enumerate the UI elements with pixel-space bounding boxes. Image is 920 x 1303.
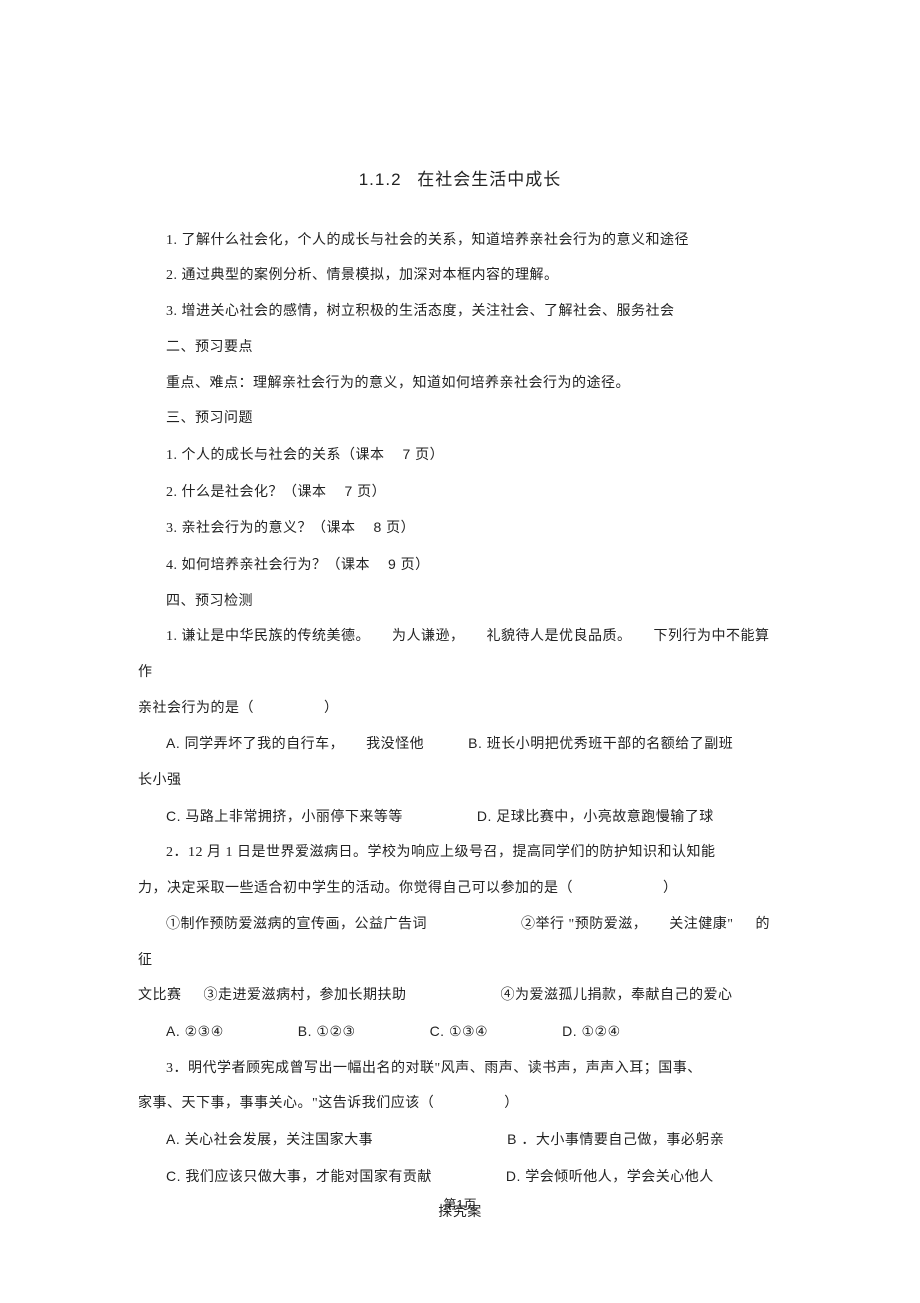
t2-d: D. ①②④: [562, 1023, 621, 1039]
footer-prefix: 第: [443, 1197, 456, 1212]
t2-l2a: 力，决定采取一些适合初中学生的活动。你觉得自己可以参加的是（: [138, 881, 573, 896]
t2-o3a: 文比赛: [138, 988, 182, 1003]
test-q1-option-b2: 长小强: [138, 763, 782, 799]
section-2-heading: 二、预习要点: [138, 330, 782, 366]
t3-l2a: 家事、天下事，事事关心。"这告诉我们应该（: [138, 1096, 434, 1111]
q3-text: 3. 亲社会行为的意义？（课本: [166, 521, 356, 536]
section-3-heading: 三、预习问题: [138, 401, 782, 437]
preview-q4: 4. 如何培养亲社会行为？（课本 9 页）: [138, 547, 782, 584]
t1-opt-d: D. 足球比赛中，小亮故意跑慢输了球: [477, 808, 714, 824]
t2-o3b: ③走进爱滋病村，参加长期扶助: [204, 988, 407, 1003]
t2-b: B. ①②③: [298, 1023, 356, 1039]
goal-1: 1. 了解什么社会化，个人的成长与社会的关系，知道培养亲社会行为的意义和途径: [138, 223, 782, 259]
test-q2-line1: 2．12 月 1 日是世界爱滋病日。学校为响应上级号召，提高同学们的防护知识和认…: [138, 835, 782, 871]
preview-q1: 1. 个人的成长与社会的关系（课本 7 页）: [138, 437, 782, 474]
t3-a: A. 关心社会发展，关注国家大事: [166, 1131, 373, 1147]
q1-text: 1. 个人的成长与社会的关系（课本: [166, 448, 385, 463]
t2-c: C. ①③④: [430, 1023, 489, 1039]
t2-a: A. ②③④: [166, 1023, 224, 1039]
t1-l1b: 为人谦逊，: [392, 629, 465, 644]
q1-page: 7 页）: [403, 446, 445, 462]
goal-2: 2. 通过典型的案例分析、情景模拟，加深对本框内容的理解。: [138, 258, 782, 294]
test-q1-option-cd: C. 马路上非常拥挤，小丽停下来等等 D. 足球比赛中，小亮故意跑慢输了球: [138, 799, 782, 836]
title-number: 1.1.2: [359, 170, 402, 189]
section-4-heading: 四、预习检测: [138, 584, 782, 620]
test-q2-line2: 力，决定采取一些适合初中学生的活动。你觉得自己可以参加的是（ ）: [138, 871, 782, 907]
goal-3: 3. 增进关心社会的感情，树立积极的生活态度，关注社会、了解社会、服务社会: [138, 294, 782, 330]
document-title: 1.1.2 在社会生活中成长: [138, 160, 782, 201]
t1-opt-c: C. 马路上非常拥挤，小丽停下来等等: [166, 808, 403, 824]
q2-page: 7 页）: [345, 483, 387, 499]
test-q3-line1: 3．明代学者顾宪成曾写出一幅出名的对联"风声、雨声、读书声，声声入耳；国事、: [138, 1051, 782, 1087]
q2-text: 2. 什么是社会化？（课本: [166, 485, 327, 500]
test-q2-choices: A. ②③④ B. ①②③ C. ①③④ D. ①②④: [138, 1014, 782, 1051]
t2-l2b: ）: [663, 881, 678, 896]
t3-d: D. 学会倾听他人，学会关心他人: [506, 1168, 714, 1184]
t1-l1c: 礼貌待人是优良品质。: [487, 629, 632, 644]
test-q1-line1: 1. 谦让是中华民族的传统美德。 为人谦逊， 礼貌待人是优良品质。 下列行为中不…: [138, 619, 782, 690]
t3-l2b: ）: [504, 1096, 519, 1111]
t2-o2: ②举行 "预防爱滋，: [521, 917, 647, 932]
t3-b: B ．大小事情要自己做，事必躬亲: [507, 1131, 724, 1147]
t1-l1a: 1. 谦让是中华民族的传统美德。: [166, 629, 370, 644]
title-text: 在社会生活中成长: [417, 170, 561, 189]
t3-c: C. 我们应该只做大事，才能对国家有贡献: [166, 1168, 432, 1184]
t1-opt-a2: 我没怪他: [366, 737, 424, 752]
t1-opt-b: B. 班长小明把优秀班干部的名额给了副班: [468, 735, 733, 751]
footer-suffix: 页: [464, 1197, 477, 1212]
test-q3-option-cd: C. 我们应该只做大事，才能对国家有贡献 D. 学会倾听他人，学会关心他人: [138, 1159, 782, 1196]
preview-q3: 3. 亲社会行为的意义？（课本 8 页）: [138, 510, 782, 547]
q4-page: 9 页）: [388, 556, 430, 572]
test-q3-option-ab: A. 关心社会发展，关注国家大事 B ．大小事情要自己做，事必躬亲: [138, 1122, 782, 1159]
page-footer: 第1页: [0, 1194, 920, 1213]
t2-o1: ①制作预防爱滋病的宣传画，公益广告词: [166, 917, 427, 932]
footer-page-number: 1: [456, 1197, 463, 1212]
test-q1-line2: 亲社会行为的是（ ）: [138, 691, 782, 727]
test-q2-options12: ①制作预防爱滋病的宣传画，公益广告词 ②举行 "预防爱滋， 关注健康" 的 征: [138, 907, 782, 978]
test-q3-line2: 家事、天下事，事事关心。"这告诉我们应该（ ）: [138, 1086, 782, 1122]
preview-q2: 2. 什么是社会化？（课本 7 页）: [138, 474, 782, 511]
t1-l2b: ）: [324, 701, 339, 716]
t1-opt-a: A. 同学弄坏了我的自行车，: [166, 735, 344, 751]
page-body: 1.1.2 在社会生活中成长 1. 了解什么社会化，个人的成长与社会的关系，知道…: [0, 0, 920, 1231]
test-q1-option-ab: A. 同学弄坏了我的自行车， 我没怪他 B. 班长小明把优秀班干部的名额给了副班: [138, 726, 782, 763]
section-2-body: 重点、难点：理解亲社会行为的意义，知道如何培养亲社会行为的途径。: [138, 366, 782, 402]
q3-page: 8 页）: [374, 519, 416, 535]
t1-l2a: 亲社会行为的是（: [138, 701, 254, 716]
t2-o2b: 关注健康": [669, 917, 733, 932]
t2-o4: ④为爱滋孤儿捐款，奉献自己的爱心: [501, 988, 733, 1003]
q4-text: 4. 如何培养亲社会行为？（课本: [166, 558, 370, 573]
test-q2-options34: 文比赛 ③走进爱滋病村，参加长期扶助 ④为爱滋孤儿捐款，奉献自己的爱心: [138, 978, 782, 1014]
